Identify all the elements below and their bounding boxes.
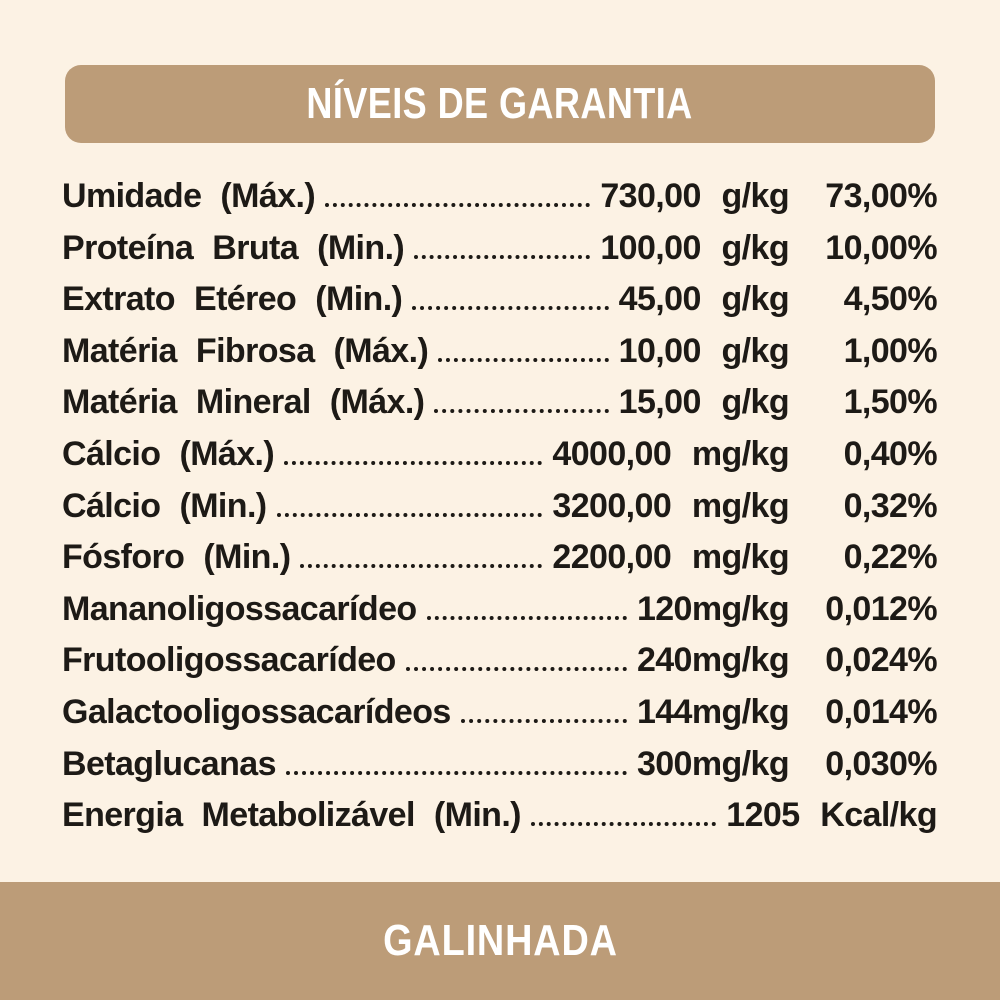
dotted-leader — [530, 822, 717, 827]
nutrient-value: 100,00 g/kg — [600, 228, 789, 267]
dotted-leader — [412, 306, 609, 311]
nutrient-value: 10,00 g/kg — [618, 331, 790, 370]
dotted-leader — [285, 770, 627, 775]
dotted-leader — [325, 203, 591, 207]
table-row: Frutooligossacarídeo 240mg/kg 0,024% — [62, 635, 938, 687]
nutrient-percent: 1,50% — [843, 383, 938, 422]
nutrient-value: 144mg/kg — [636, 692, 790, 731]
nutrient-label: Fósforo (Min.) — [62, 538, 291, 577]
nutrient-label: Energia Metabolizável (Min.) — [62, 796, 522, 835]
dotted-leader — [426, 615, 627, 620]
nutrient-value: 4000,00 mg/kg — [552, 434, 789, 473]
nutrient-value: 1205 Kcal/kg — [726, 796, 937, 835]
nutrient-label: Cálcio (Máx.) — [62, 434, 275, 473]
nutrient-value: 120mg/kg — [636, 589, 790, 628]
nutrient-percent: 0,030% — [825, 744, 937, 783]
table-row: Energia Metabolizável (Min.) 1205 Kcal/kg — [62, 790, 938, 842]
nutrient-percent: 73,00% — [825, 177, 937, 215]
dotted-leader — [300, 564, 543, 569]
nutrient-value: 45,00 g/kg — [618, 280, 790, 319]
nutrient-label: Extrato Etéreo (Min.) — [62, 280, 403, 319]
dotted-leader — [405, 667, 627, 672]
nutrient-percent: 0,024% — [825, 641, 937, 680]
table-row: Cálcio (Min.) 3200,00 mg/kg 0,32% — [62, 481, 938, 533]
nutrient-label: Proteína Bruta (Min.) — [62, 228, 405, 267]
nutrient-label: Umidade (Máx.) — [62, 177, 316, 215]
table-row: Galactooligossacarídeos 144mg/kg 0,014% — [62, 687, 938, 739]
dotted-leader — [434, 409, 609, 414]
nutrient-percent: 4,50% — [843, 280, 938, 319]
nutrient-value: 300mg/kg — [636, 744, 790, 783]
nutrient-label: Matéria Fibrosa (Máx.) — [62, 331, 429, 370]
nutrient-percent: 0,014% — [825, 692, 937, 731]
nutrient-label: Mananoligossacarídeo — [62, 589, 417, 628]
dotted-leader — [414, 254, 591, 259]
table-row: Mananoligossacarídeo 120mg/kg 0,012% — [62, 584, 938, 636]
footer-band: GALINHADA — [0, 882, 1000, 1000]
nutrient-label: Cálcio (Min.) — [62, 486, 267, 525]
table-row: Proteína Bruta (Min.) 100,00 g/kg 10,00% — [62, 223, 938, 275]
table-row: Umidade (Máx.) 730,00 g/kg 73,00% — [62, 171, 938, 223]
nutrient-percent: 0,22% — [843, 538, 938, 577]
nutrient-value: 2200,00 mg/kg — [552, 538, 789, 577]
page-title: NÍVEIS DE GARANTIA — [306, 79, 694, 128]
dotted-leader — [284, 460, 543, 465]
nutrient-percent: 0,40% — [843, 434, 938, 473]
table-row: Betaglucanas 300mg/kg 0,030% — [62, 739, 938, 791]
table-row: Matéria Fibrosa (Máx.) 10,00 g/kg 1,00% — [62, 326, 938, 378]
nutrient-label: Galactooligossacarídeos — [62, 692, 451, 731]
nutrient-percent: 0,012% — [825, 589, 937, 628]
nutrient-value: 3200,00 mg/kg — [552, 486, 789, 525]
guarantee-levels-table: Umidade (Máx.) 730,00 g/kg 73,00% Proteína… — [62, 171, 938, 842]
nutrient-label: Matéria Mineral (Máx.) — [62, 383, 425, 422]
table-row: Fósforo (Min.) 2200,00 mg/kg 0,22% — [62, 532, 938, 584]
nutrient-label: Betaglucanas — [62, 744, 276, 783]
nutrient-percent: 1,00% — [843, 331, 938, 370]
table-row: Matéria Mineral (Máx.) 15,00 g/kg 1,50% — [62, 377, 938, 429]
header-banner: NÍVEIS DE GARANTIA — [65, 65, 935, 143]
nutrient-percent: 0,32% — [843, 486, 938, 525]
flavor-title: GALINHADA — [382, 916, 618, 965]
table-row: Cálcio (Máx.) 4000,00 mg/kg 0,40% — [62, 429, 938, 481]
dotted-leader — [276, 512, 543, 517]
dotted-leader — [438, 357, 609, 362]
nutrient-value: 240mg/kg — [636, 641, 790, 680]
nutrient-label: Frutooligossacarídeo — [62, 641, 396, 680]
table-row: Extrato Etéreo (Min.) 45,00 g/kg 4,50% — [62, 274, 938, 326]
nutrient-percent: 10,00% — [825, 228, 937, 267]
dotted-leader — [460, 718, 627, 723]
nutrient-value: 15,00 g/kg — [618, 383, 790, 422]
nutrient-value: 730,00 g/kg — [600, 177, 789, 215]
